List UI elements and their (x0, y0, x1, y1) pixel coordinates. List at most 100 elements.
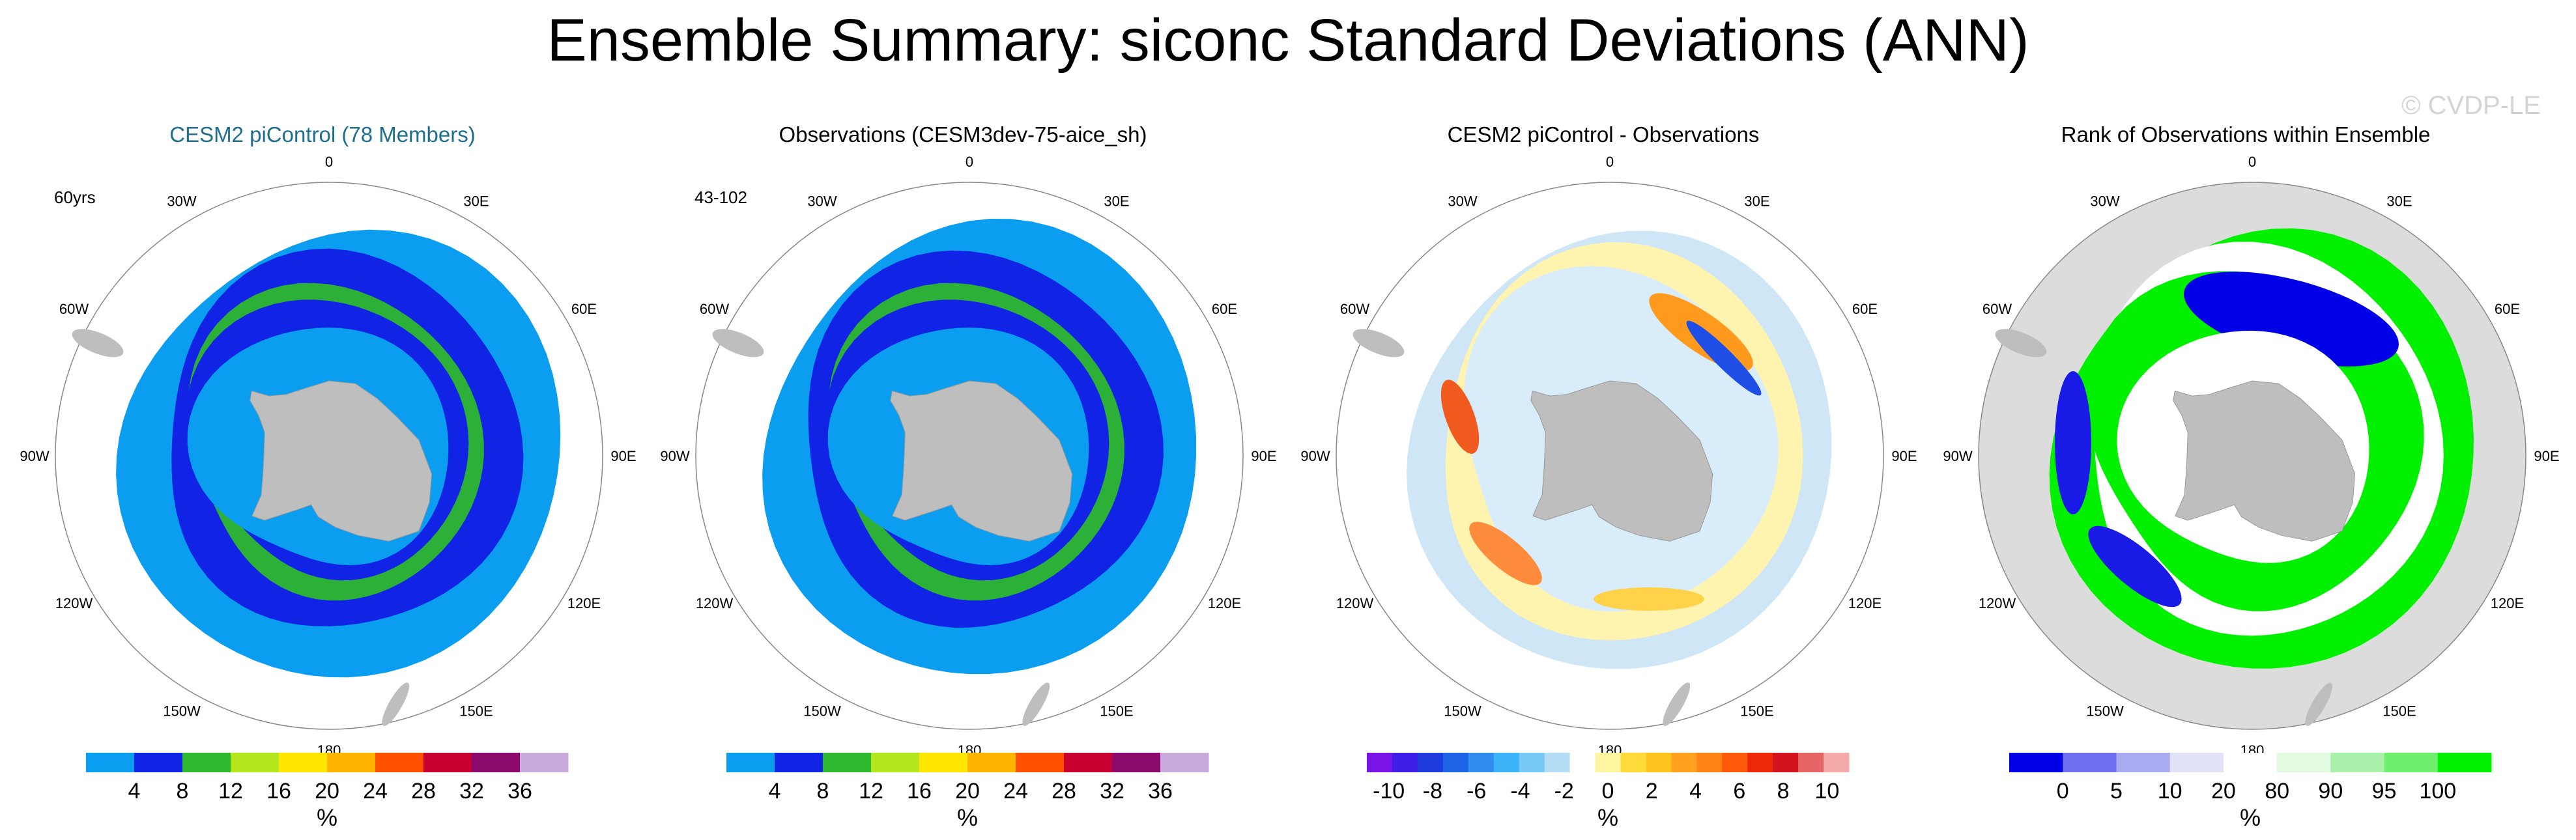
colorbar-units: % (957, 804, 978, 831)
colorbar-swatch (2116, 753, 2171, 772)
colorbar-swatch (1620, 753, 1646, 772)
colorbar-swatch (1824, 753, 1850, 772)
colorbar-tick-label: 28 (411, 779, 436, 804)
colorbar-tick-label: 0 (1602, 779, 1614, 804)
colorbar-tick-label: -8 (1423, 779, 1442, 804)
diff-positive-patch (1469, 522, 1542, 585)
new-zealand-landmass (1663, 682, 1691, 726)
longitude-label: 30E (1744, 193, 1769, 210)
colorbar-swatch (871, 753, 920, 772)
longitude-label: 90W (20, 448, 49, 464)
colorbar-tick-label: 10 (2158, 779, 2182, 804)
longitude-label: 60E (1852, 301, 1878, 317)
colorbar-swatch (1112, 753, 1161, 772)
colorbar-tick-label: 16 (266, 779, 291, 804)
longitude-label: 60W (1340, 301, 1369, 317)
longitude-label: 60E (2495, 301, 2520, 317)
colorbar-swatch (1722, 753, 1748, 772)
colorbar-tick-label: 8 (817, 779, 829, 804)
colorbar-swatch (2063, 753, 2117, 772)
longitude-label: 120W (1336, 595, 1374, 611)
longitude-label: 30E (463, 193, 489, 210)
colorbar-tick-label: 20 (315, 779, 339, 804)
longitude-label: 120W (55, 595, 93, 611)
colorbar-swatch (1468, 753, 1495, 772)
longitude-label: 120W (1979, 595, 2016, 611)
colorbar-tick-label: 24 (363, 779, 388, 804)
longitude-label: 60W (1982, 301, 2012, 317)
side-label: 43-102 (694, 188, 747, 207)
longitude-label: 60W (700, 301, 729, 317)
colorbar-swatch (472, 753, 521, 772)
longitude-label: 30E (1104, 193, 1129, 210)
longitude-label: 0 (966, 154, 973, 170)
colorbar-tick-label: -6 (1467, 779, 1486, 804)
longitude-label: 120E (1208, 595, 1241, 611)
longitude-label: 90E (1251, 448, 1276, 464)
rank-low-patch (2055, 371, 2091, 514)
colorbar-tick-label: 4 (769, 779, 781, 804)
new-zealand-landmass (1022, 682, 1050, 726)
colorbar-tick-label: 24 (1003, 779, 1028, 804)
longitude-label: 30W (807, 193, 837, 210)
colorbar-swatch (2384, 753, 2439, 772)
panel-title: Observations (CESM3dev-75-aice_sh) (779, 122, 1147, 147)
colorbar-tick-label: 20 (2211, 779, 2236, 804)
colorbar-swatch (967, 753, 1016, 772)
colorbar-tick-label: 16 (907, 779, 932, 804)
colorbar-swatch (2330, 753, 2385, 772)
panel-title: CESM2 piControl (78 Members) (169, 122, 476, 147)
colorbar-tick-label: 2 (1646, 779, 1658, 804)
colorbar-tick-label: 10 (1814, 779, 1839, 804)
panel-title: CESM2 piControl - Observations (1447, 122, 1760, 147)
longitude-label: 120E (2491, 595, 2524, 611)
longitude-label: 30W (2090, 193, 2119, 210)
panel-observations: Observations (CESM3dev-75-aice_sh) 43-10… (640, 117, 1285, 840)
longitude-label: 60W (59, 301, 89, 317)
longitude-label: 120W (696, 595, 734, 611)
colorbar-swatch (919, 753, 968, 772)
colorbar-swatch (1798, 753, 1824, 772)
longitude-label: 0 (2248, 154, 2256, 170)
colorbar-swatch (1442, 753, 1469, 772)
colorbar-swatch (1160, 753, 1209, 772)
colorbar-tick-label: 36 (1148, 779, 1173, 804)
antarctica-landmass (250, 380, 433, 542)
colorbar-tick-label: 90 (2318, 779, 2343, 804)
longitude-label: 90E (1891, 448, 1917, 464)
colorbar-swatch (2223, 753, 2278, 772)
colorbar-tick-label: 20 (955, 779, 980, 804)
watermark: © CVDP-LE (2401, 91, 2541, 120)
longitude-label: 150E (2383, 703, 2416, 719)
new-zealand-landmass (2305, 682, 2333, 726)
colorbar-tick-label: 80 (2265, 779, 2289, 804)
longitude-label: 30E (2386, 193, 2412, 210)
colorbar-swatch (327, 753, 376, 772)
panel-map-svg: 030E60E90E120E150E180150W120W90W60W30W-1… (1300, 154, 1917, 831)
colorbar-swatch (1417, 753, 1444, 772)
main-title: Ensemble Summary: siconc Standard Deviat… (547, 7, 2029, 74)
longitude-label: 30W (1448, 193, 1477, 210)
longitude-label: 90W (1300, 448, 1330, 464)
south-america-landmass (1352, 329, 1405, 357)
colorbar-swatch (1646, 753, 1672, 772)
colorbar-tick-label: 95 (2372, 779, 2397, 804)
colorbar-tick-label: 8 (177, 779, 189, 804)
longitude-label: 90E (2534, 448, 2559, 464)
longitude-label: 150W (163, 703, 201, 719)
colorbar-tick-label: 32 (459, 779, 484, 804)
longitude-label: 60E (571, 301, 597, 317)
colorbar-tick-label: 28 (1052, 779, 1076, 804)
colorbar-swatch (279, 753, 328, 772)
diff-positive-patch (1594, 587, 1704, 611)
longitude-label: 150E (459, 703, 493, 719)
longitude-label: 120E (567, 595, 601, 611)
colorbar-tick-label: 12 (859, 779, 883, 804)
panel-rank: Rank of Observations within Ensemble 0 30… (1923, 117, 2568, 840)
colorbar-swatch (1544, 753, 1571, 772)
colorbar-swatch (86, 753, 135, 772)
panel-ensemble: CESM2 piControl (78 Members) 60yrs 0 30E 6… (0, 117, 645, 840)
south-america-landmass (712, 329, 764, 357)
